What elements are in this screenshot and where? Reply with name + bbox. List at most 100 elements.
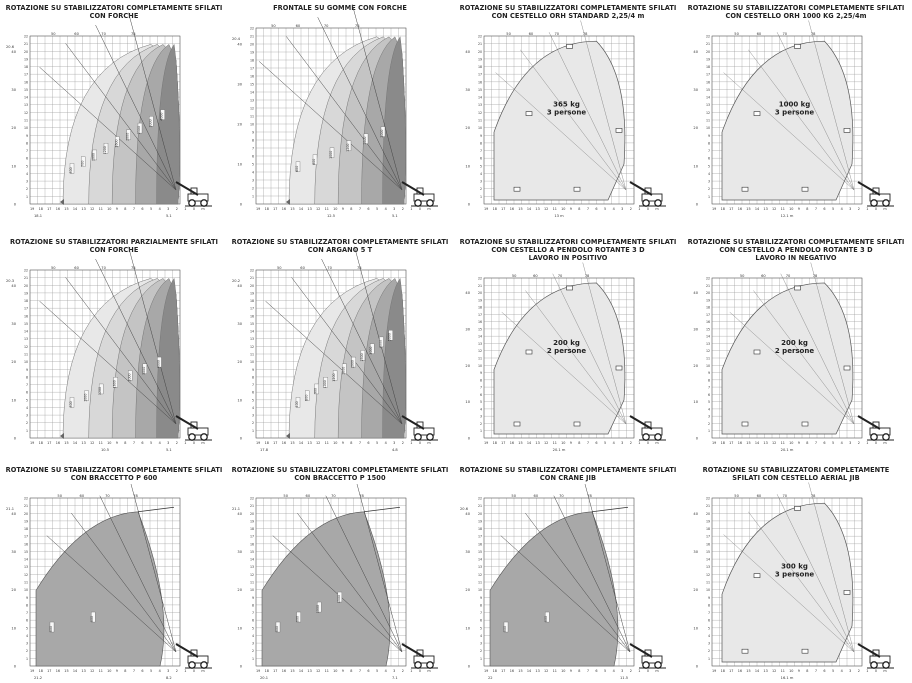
telehandler-icon — [175, 181, 212, 207]
angle-label: 50 — [511, 494, 516, 498]
y-tick-m: 30 — [693, 327, 698, 331]
boom-angle-line — [748, 49, 855, 191]
y-tick-m: 20 — [693, 364, 698, 368]
x-tick: 15 — [518, 441, 522, 445]
x-tick: 3 — [393, 207, 395, 211]
x-tick: 19 — [484, 207, 488, 211]
working-envelope: 50 60 70 78 300 kg3 persone — [721, 482, 894, 669]
telehandler-icon — [175, 415, 212, 441]
y-tick-ft: 19 — [706, 57, 710, 61]
load-chart-panel: ROTAZIONE SU STABILIZZATORI COMPLETAMENT… — [684, 238, 908, 460]
angle-label: 60 — [534, 494, 539, 498]
y-tick-ft: 6 — [480, 393, 482, 397]
x-tick: 5 — [604, 441, 606, 445]
basket-load-label: 3 persone — [775, 109, 814, 117]
y-tick-ft: 20 — [250, 512, 254, 516]
basket-icon — [794, 44, 801, 49]
y-tick-ft: 21 — [250, 35, 254, 39]
y-tick-ft: 2 — [480, 649, 482, 653]
y-tick-ft: 22 — [478, 277, 482, 281]
jib-arm — [363, 506, 401, 513]
basket-icon — [741, 648, 749, 654]
y-tick-ft: 17 — [478, 535, 482, 539]
y-tick-ft: 4 — [252, 634, 254, 638]
x-tick: 1 — [866, 669, 868, 673]
y-tick-ft: 15 — [24, 88, 28, 92]
y-tick-ft: 16 — [24, 542, 28, 546]
x-tick: m — [883, 669, 887, 673]
x-tick: 0 — [647, 207, 649, 211]
y-tick-ft: 12 — [478, 349, 482, 353]
load-chart: 1234567891011121314151617181920212201020… — [693, 482, 894, 680]
x-tick: 4 — [159, 669, 161, 673]
telehandler-icon — [401, 181, 438, 207]
x-tick: 8 — [578, 441, 580, 445]
boom-angle-line — [291, 277, 403, 425]
y-tick-ft: 2 — [708, 649, 710, 653]
x-tick: 12 — [90, 441, 94, 445]
y-tick-ft: 1 — [26, 195, 28, 199]
y-tick-ft: 5 — [480, 400, 482, 404]
axis-labels: 1234567891011121314151617181920212201020… — [11, 497, 205, 674]
angle-label: 60 — [757, 494, 762, 498]
load-chart: 1234567891011121314151617181920212201020… — [6, 246, 212, 452]
basket-load-label: 300 kg — [781, 563, 808, 571]
chart-title-line: CON CESTELLO A PENDOLO ROTANTE 3 D — [491, 246, 645, 254]
y-tick-ft: 7 — [480, 149, 482, 153]
boom-angle-line — [525, 290, 627, 425]
y-tick-m: 0 — [696, 665, 699, 669]
chart-title: ROTAZIONE SU STABILIZZATORI COMPLETAMENT… — [228, 466, 452, 482]
y-tick-ft: 17 — [24, 307, 28, 311]
y-tick-ft: 5 — [480, 626, 482, 630]
y-tick-ft: 12 — [706, 349, 710, 353]
load-capacity-label: 1600 — [113, 380, 117, 388]
x-tick: 9 — [342, 669, 344, 673]
angle-label: 78 — [811, 32, 816, 36]
x-tick: 14 — [73, 441, 77, 445]
y-tick-ft: 9 — [708, 371, 710, 375]
y-tick-ft: 14 — [24, 96, 28, 100]
x-tick: 12 — [544, 669, 548, 673]
x-tick: 17 — [273, 669, 277, 673]
y-tick-ft: 8 — [708, 378, 710, 382]
y-tick-m: 10 — [237, 626, 242, 630]
x-tick: 3 — [167, 207, 169, 211]
x-tick: 14 — [755, 207, 759, 211]
x-tick: 5 — [604, 669, 606, 673]
boom-angle-line — [776, 494, 855, 653]
y-tick-ft: 16 — [250, 542, 254, 546]
y-tick-m: 20 — [465, 126, 470, 130]
chart-title: ROTAZIONE SU STABILIZZATORI COMPLETAMENT… — [684, 4, 908, 20]
y-tick-ft: 9 — [252, 596, 254, 600]
x-tick: 4 — [159, 441, 161, 445]
x-tick: 11 — [553, 441, 557, 445]
fork-marker — [286, 433, 290, 439]
basket-icon — [525, 349, 533, 355]
y-tick-ft: 11 — [706, 357, 710, 361]
load-chart-panel: ROTAZIONE SU STABILIZZATORI PARZIALMENTE… — [2, 238, 226, 460]
telehandler-icon — [857, 643, 894, 669]
y-tick-ft: 3 — [480, 180, 482, 184]
angle-label: 50 — [512, 274, 517, 278]
boom-angle-line — [582, 262, 627, 425]
x-tick: 7 — [815, 207, 817, 211]
chart-title-line: CON BRACCETTO P 600 — [70, 474, 158, 482]
boom-angle-line — [71, 512, 177, 653]
y-tick-ft: 6 — [708, 619, 710, 623]
x-tick: 16 — [282, 441, 286, 445]
y-tick-ft: 3 — [252, 414, 254, 418]
basket-icon — [573, 186, 581, 192]
x-tick: 11 — [99, 207, 103, 211]
y-tick-ft: 10 — [24, 360, 28, 364]
angle-label: 50 — [506, 32, 511, 36]
x-tick: 19 — [484, 669, 488, 673]
y-tick-ft: 12 — [706, 573, 710, 577]
x-tick: 15 — [518, 207, 522, 211]
load-chart: 1234567891011121314151617181920212201020… — [465, 20, 666, 218]
x-tick: 2 — [630, 207, 632, 211]
y-tick-ft: 6 — [26, 619, 28, 623]
y-tick-ft: 11 — [706, 581, 710, 585]
boom-angle-line — [286, 36, 403, 191]
y-tick-ft: 8 — [26, 375, 28, 379]
load-capacity-label: 600 — [275, 626, 279, 632]
